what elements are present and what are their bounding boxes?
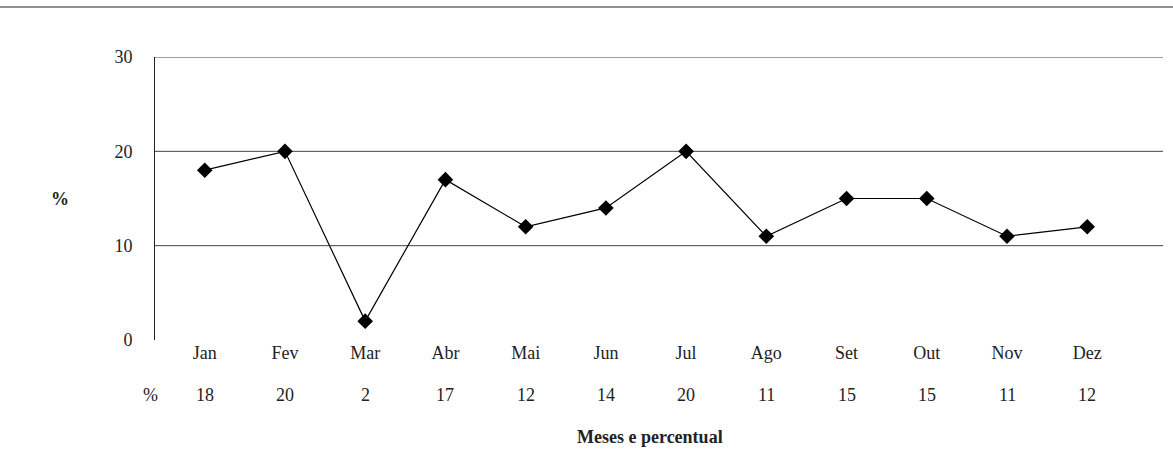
svg-text:%: % — [143, 385, 158, 405]
svg-text:Mar: Mar — [350, 343, 380, 363]
svg-text:20: 20 — [276, 385, 294, 405]
svg-text:2: 2 — [361, 385, 370, 405]
svg-text:15: 15 — [918, 385, 936, 405]
svg-text:Ago: Ago — [751, 343, 782, 363]
svg-text:Fev: Fev — [271, 343, 298, 363]
svg-text:10: 10 — [114, 236, 132, 256]
svg-text:11: 11 — [999, 385, 1016, 405]
svg-text:11: 11 — [758, 385, 775, 405]
svg-text:30: 30 — [114, 47, 132, 67]
svg-text:Mai: Mai — [511, 343, 540, 363]
svg-text:18: 18 — [196, 385, 214, 405]
svg-text:Out: Out — [913, 343, 940, 363]
svg-text:Jun: Jun — [593, 343, 618, 363]
svg-text:Dez: Dez — [1073, 343, 1102, 363]
svg-text:%: % — [51, 189, 69, 209]
svg-text:Jul: Jul — [676, 343, 697, 363]
svg-text:Nov: Nov — [992, 343, 1023, 363]
svg-text:14: 14 — [597, 385, 615, 405]
svg-text:20: 20 — [114, 142, 132, 162]
svg-text:Meses e percentual: Meses e percentual — [577, 427, 723, 447]
svg-text:20: 20 — [677, 385, 695, 405]
svg-text:Abr: Abr — [431, 343, 459, 363]
svg-text:15: 15 — [838, 385, 856, 405]
svg-text:Jan: Jan — [193, 343, 217, 363]
svg-text:17: 17 — [436, 385, 454, 405]
svg-text:Set: Set — [835, 343, 858, 363]
svg-text:0: 0 — [123, 330, 132, 350]
svg-text:12: 12 — [1078, 385, 1096, 405]
svg-text:12: 12 — [517, 385, 535, 405]
